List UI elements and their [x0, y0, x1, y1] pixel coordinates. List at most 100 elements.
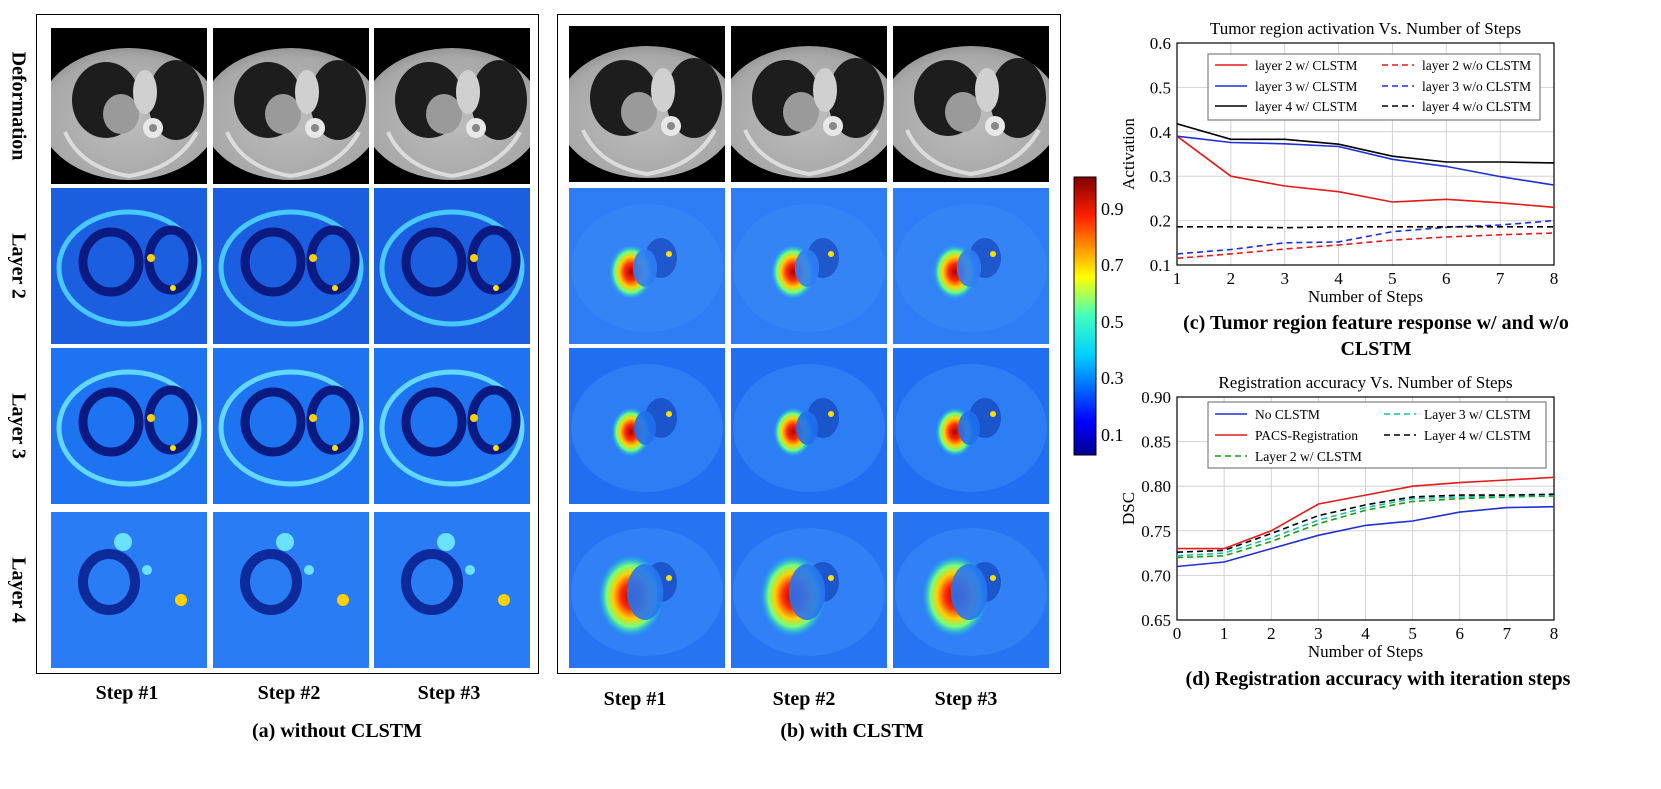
row-label-deformation: Deformation: [7, 51, 30, 161]
chart-d-legend-label-1: PACS-Registration: [1255, 428, 1358, 443]
panel-b-frame: [557, 14, 1061, 674]
chart-d-ytick-0: 0.65: [1141, 611, 1171, 630]
chart-d-axes-frame: [1176, 396, 1555, 621]
panel-b-step-1-label: Step #1: [603, 688, 667, 710]
panel-a-frame: [36, 14, 539, 674]
row-label-layer-4: Layer 4: [7, 557, 30, 623]
panel-a-deformation-step-3-image: [374, 28, 530, 184]
panel-a-deformation-step-1-image: [51, 28, 207, 184]
panel-b-layer-2-step-3-image: [893, 188, 1049, 344]
chart-d-series-2-line: [1176, 495, 1555, 559]
panel-a-layer-3-step-1-image: [51, 348, 207, 504]
chart-d-legend-label-3: Layer 3 w/ CLSTM: [1424, 407, 1531, 422]
chart-c-xtick-5: 6: [1442, 269, 1451, 288]
chart-c-legend-label-4: layer 3 w/o CLSTM: [1422, 79, 1531, 94]
panel-b-caption: (b) with CLSTM: [780, 720, 924, 742]
panel-b-layer-2-step-1-image: [569, 188, 725, 344]
chart-c-ytick-2: 0.3: [1150, 167, 1171, 186]
chart-c-tumor-activation: 1 2 3 4 5 6 7 8 0.1 0.2 0.3 0.4 0.5 0.6 Tumor region a…: [1120, 19, 1559, 306]
chart-d-xlabel: Number of Steps: [1308, 642, 1423, 661]
colorbar: [1073, 176, 1097, 456]
panel-b-deformation-step-3-image: [893, 26, 1049, 182]
panel-b-layer-4-step-3-image: [893, 512, 1049, 668]
chart-d-legend-label-2: Layer 2 w/ CLSTM: [1255, 449, 1362, 464]
panel-b-layer-3-step-1-image: [569, 348, 725, 504]
chart-c-xlabel: Number of Steps: [1308, 287, 1423, 306]
panel-a-deformation-step-2-image: [213, 28, 369, 184]
chart-c-ytick-3: 0.4: [1150, 123, 1172, 142]
chart-c-series-4-line: [1176, 219, 1555, 255]
chart-c-ytick-5: 0.6: [1150, 34, 1171, 53]
chart-c-xtick-0: 1: [1173, 269, 1182, 288]
colorbar-gradient: [1073, 176, 1097, 456]
panel-b-deformation-step-1-image: [569, 26, 725, 182]
chart-d-xtick-4: 4: [1361, 624, 1370, 643]
chart-d-xtick-8: 8: [1550, 624, 1559, 643]
chart-c-legend-label-0: layer 2 w/ CLSTM: [1255, 58, 1357, 73]
row-label-layer-2: Layer 2: [7, 233, 30, 299]
panel-b-layer-2-step-2-image: [731, 188, 887, 344]
panel-b-layer-4-step-1-image: [569, 512, 725, 668]
panel-a-layer-4-step-1-image: [51, 512, 207, 668]
chart-c-ytick-0: 0.1: [1150, 256, 1171, 275]
panel-a-layer-4-step-3-image: [374, 512, 530, 668]
chart-d-legend-box: [1207, 401, 1547, 469]
panel-a-layer-2-step-3-image: [374, 188, 530, 344]
chart-c-xtick-1: 2: [1227, 269, 1236, 288]
panel-a-layer-2-step-2-image: [213, 188, 369, 344]
chart-d-xtick-7: 7: [1503, 624, 1512, 643]
chart-d-ytick-2: 0.75: [1141, 522, 1171, 541]
chart-c-series-2-line: [1176, 123, 1555, 164]
panel-a-layer-2-step-1-image: [51, 188, 207, 344]
panel-a-layer-3-step-2-image: [213, 348, 369, 504]
chart-d-ytick-4: 0.85: [1141, 433, 1171, 452]
chart-d-ytick-1: 0.70: [1141, 566, 1171, 585]
chart-c-series-0-line: [1176, 135, 1555, 209]
chart-c-caption: (c) Tumor region feature response w/ and…: [1183, 312, 1569, 360]
chart-d-xtick-0: 0: [1173, 624, 1182, 643]
panel-b-layer-4-step-2-image: [731, 512, 887, 668]
chart-d-ytick-3: 0.80: [1141, 477, 1171, 496]
chart-c-xtick-6: 7: [1496, 269, 1505, 288]
chart-d-ytick-5: 0.90: [1141, 388, 1171, 407]
panel-a-step-1-label: Step #1: [95, 682, 159, 704]
colorbar-tick-0.3: 0.3: [1101, 368, 1124, 388]
chart-d-series-0-line: [1176, 505, 1555, 568]
chart-c-legend-label-3: layer 2 w/o CLSTM: [1422, 58, 1531, 73]
chart-c-series-5-line: [1177, 226, 1554, 229]
chart-d-legend-label-4: Layer 4 w/ CLSTM: [1424, 428, 1531, 443]
row-label-layer-3: Layer 3: [7, 393, 30, 459]
chart-c-axes-frame: [1176, 42, 1555, 266]
chart-d-caption: (d) Registration accuracy with iteration…: [1185, 668, 1571, 690]
chart-c-legend-box: [1207, 53, 1541, 121]
chart-c-series-3-line: [1176, 232, 1555, 260]
chart-c-legend-label-2: layer 4 w/ CLSTM: [1255, 99, 1357, 114]
chart-c-xtick-4: 5: [1388, 269, 1397, 288]
panel-a-step-3-label: Step #3: [417, 682, 481, 704]
panel-b-deformation-step-2-image: [731, 26, 887, 182]
panel-b-step-2-label: Step #2: [772, 688, 836, 710]
colorbar-tick-0.1: 0.1: [1101, 425, 1124, 445]
chart-d-registration-accuracy: 0 1 2 3 4 5 6 7 8 0.65 0.70 0.75 0.80 0.85 0.90 Registr…: [1120, 373, 1559, 661]
panel-a-caption: (a) without CLSTM: [251, 720, 423, 742]
chart-c-xtick-7: 8: [1550, 269, 1559, 288]
chart-d-series-3-line: [1176, 494, 1555, 557]
panel-b-layer-3-step-2-image: [731, 348, 887, 504]
chart-c-title: Tumor region activation Vs. Number of St…: [1210, 19, 1521, 38]
chart-d-xtick-1: 1: [1220, 624, 1229, 643]
panel-b-layer-3-step-3-image: [893, 348, 1049, 504]
colorbar-tick-0.9: 0.9: [1101, 199, 1124, 219]
chart-c-legend-label-5: layer 4 w/o CLSTM: [1422, 99, 1531, 114]
chart-d-ylabel: DSC: [1120, 492, 1138, 525]
colorbar-tick-0.5: 0.5: [1101, 312, 1124, 332]
chart-d-legend-label-0: No CLSTM: [1255, 407, 1320, 422]
chart-c-ytick-1: 0.2: [1150, 212, 1171, 231]
chart-d-xtick-6: 6: [1456, 624, 1465, 643]
chart-c-ytick-4: 0.5: [1150, 78, 1171, 97]
chart-d-series-1-line: [1177, 476, 1555, 550]
chart-d-xtick-2: 2: [1267, 624, 1276, 643]
chart-c-ylabel: Activation: [1120, 118, 1138, 190]
chart-d-xtick-5: 5: [1408, 624, 1417, 643]
chart-c-series-1-line: [1176, 135, 1555, 186]
chart-d-xtick-3: 3: [1314, 624, 1323, 643]
